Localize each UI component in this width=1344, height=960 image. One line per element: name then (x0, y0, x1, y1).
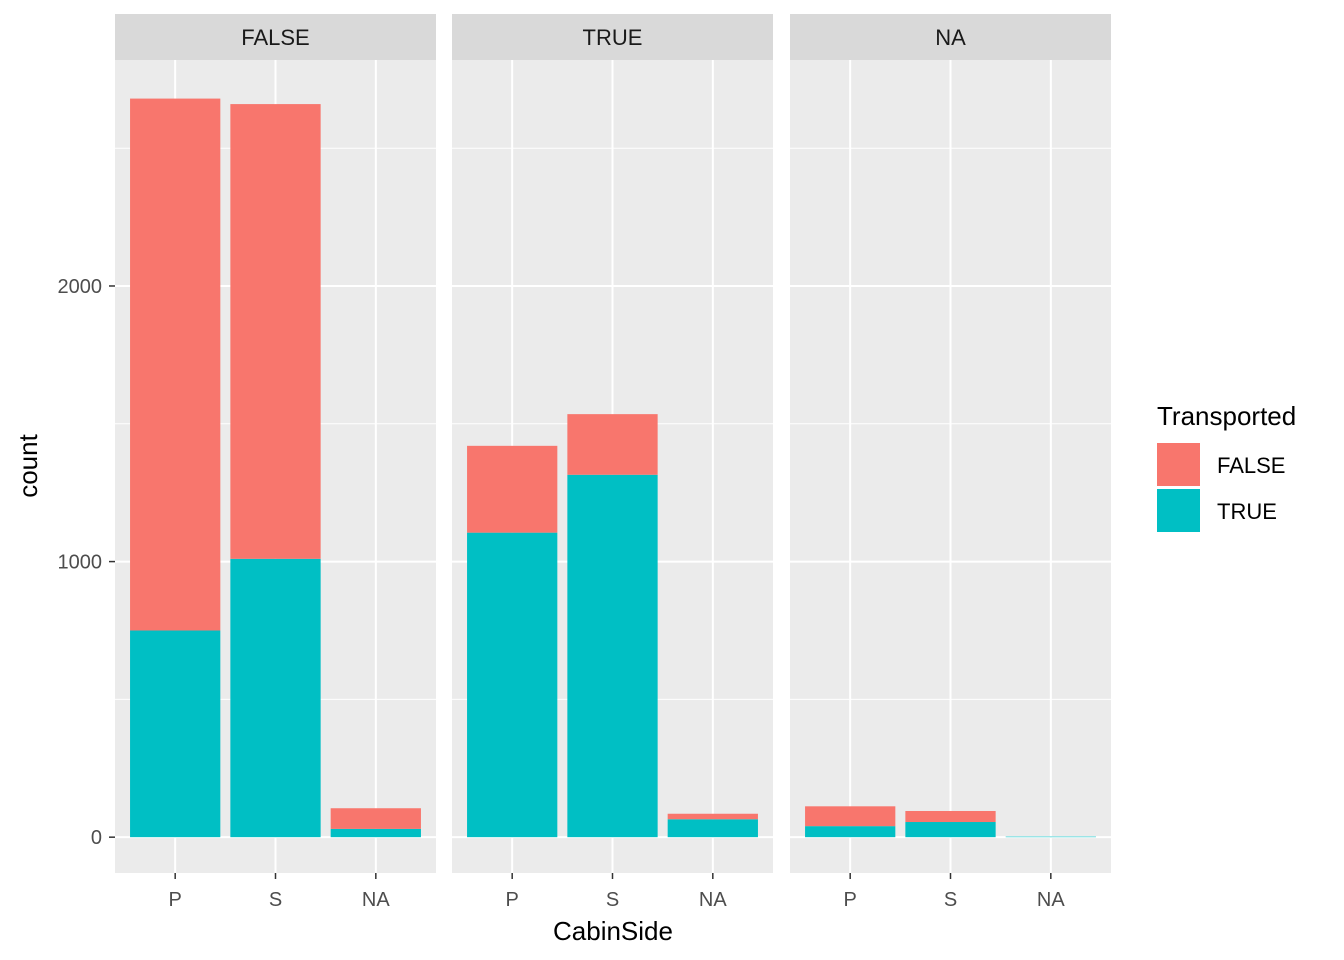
y-tick-label: 2000 (58, 276, 103, 298)
bar-false-na-false (330, 808, 421, 829)
facet-strip-label: TRUE (583, 25, 643, 50)
bar-false-s-true (230, 558, 321, 838)
bar-false-na-true (330, 828, 421, 838)
bar-false-s-false (230, 104, 321, 559)
facet-strip (115, 14, 436, 60)
legend: Transported FALSE TRUE (1157, 401, 1296, 532)
x-tick-label: NA (1037, 889, 1065, 911)
bar-true-s-false (567, 414, 658, 475)
bar-false-p-false (130, 98, 221, 631)
x-tick-label: P (844, 889, 857, 911)
bar-na-na-true (1005, 836, 1096, 838)
bar-na-s-true (905, 822, 996, 838)
x-tick-label: S (606, 889, 619, 911)
y-tick-label: 1000 (58, 552, 103, 574)
bar-na-p-true (805, 826, 896, 838)
bar-false-p-true (130, 630, 221, 838)
bar-true-p-false (467, 445, 558, 533)
y-axis: 0 1000 2000 (58, 276, 115, 849)
x-tick-label: S (269, 889, 282, 911)
facet-strip-label: NA (935, 25, 966, 50)
facet-strip (790, 14, 1111, 60)
x-tick-label: NA (362, 889, 390, 911)
facet-strip (452, 14, 773, 60)
y-tick-label: 0 (91, 827, 102, 849)
facet-panel-na: NA P S NA (790, 14, 1111, 911)
bar-na-p-false (805, 806, 896, 827)
bar-true-s-true (567, 474, 658, 838)
legend-key-false (1157, 443, 1200, 486)
x-tick-label: P (506, 889, 519, 911)
bar-true-na-true (667, 819, 758, 838)
facet-panels: FALSE P S NA TRUE P S NA NA P S NA (115, 14, 1111, 911)
x-tick-label: NA (699, 889, 727, 911)
legend-title: Transported (1157, 401, 1296, 431)
bar-true-p-true (467, 532, 558, 838)
legend-label-false: FALSE (1217, 453, 1285, 478)
facet-strip-label: FALSE (241, 25, 309, 50)
x-tick-label: P (169, 889, 182, 911)
y-axis-title: count (13, 433, 43, 497)
facet-panel-true: TRUE P S NA (452, 14, 773, 911)
x-tick-label: S (944, 889, 957, 911)
legend-key-true (1157, 489, 1200, 532)
bar-na-s-false (905, 810, 996, 823)
x-axis-title: CabinSide (553, 916, 673, 946)
bar-true-na-false (667, 813, 758, 820)
facet-panel-false: FALSE P S NA (115, 14, 436, 911)
legend-label-true: TRUE (1217, 499, 1277, 524)
